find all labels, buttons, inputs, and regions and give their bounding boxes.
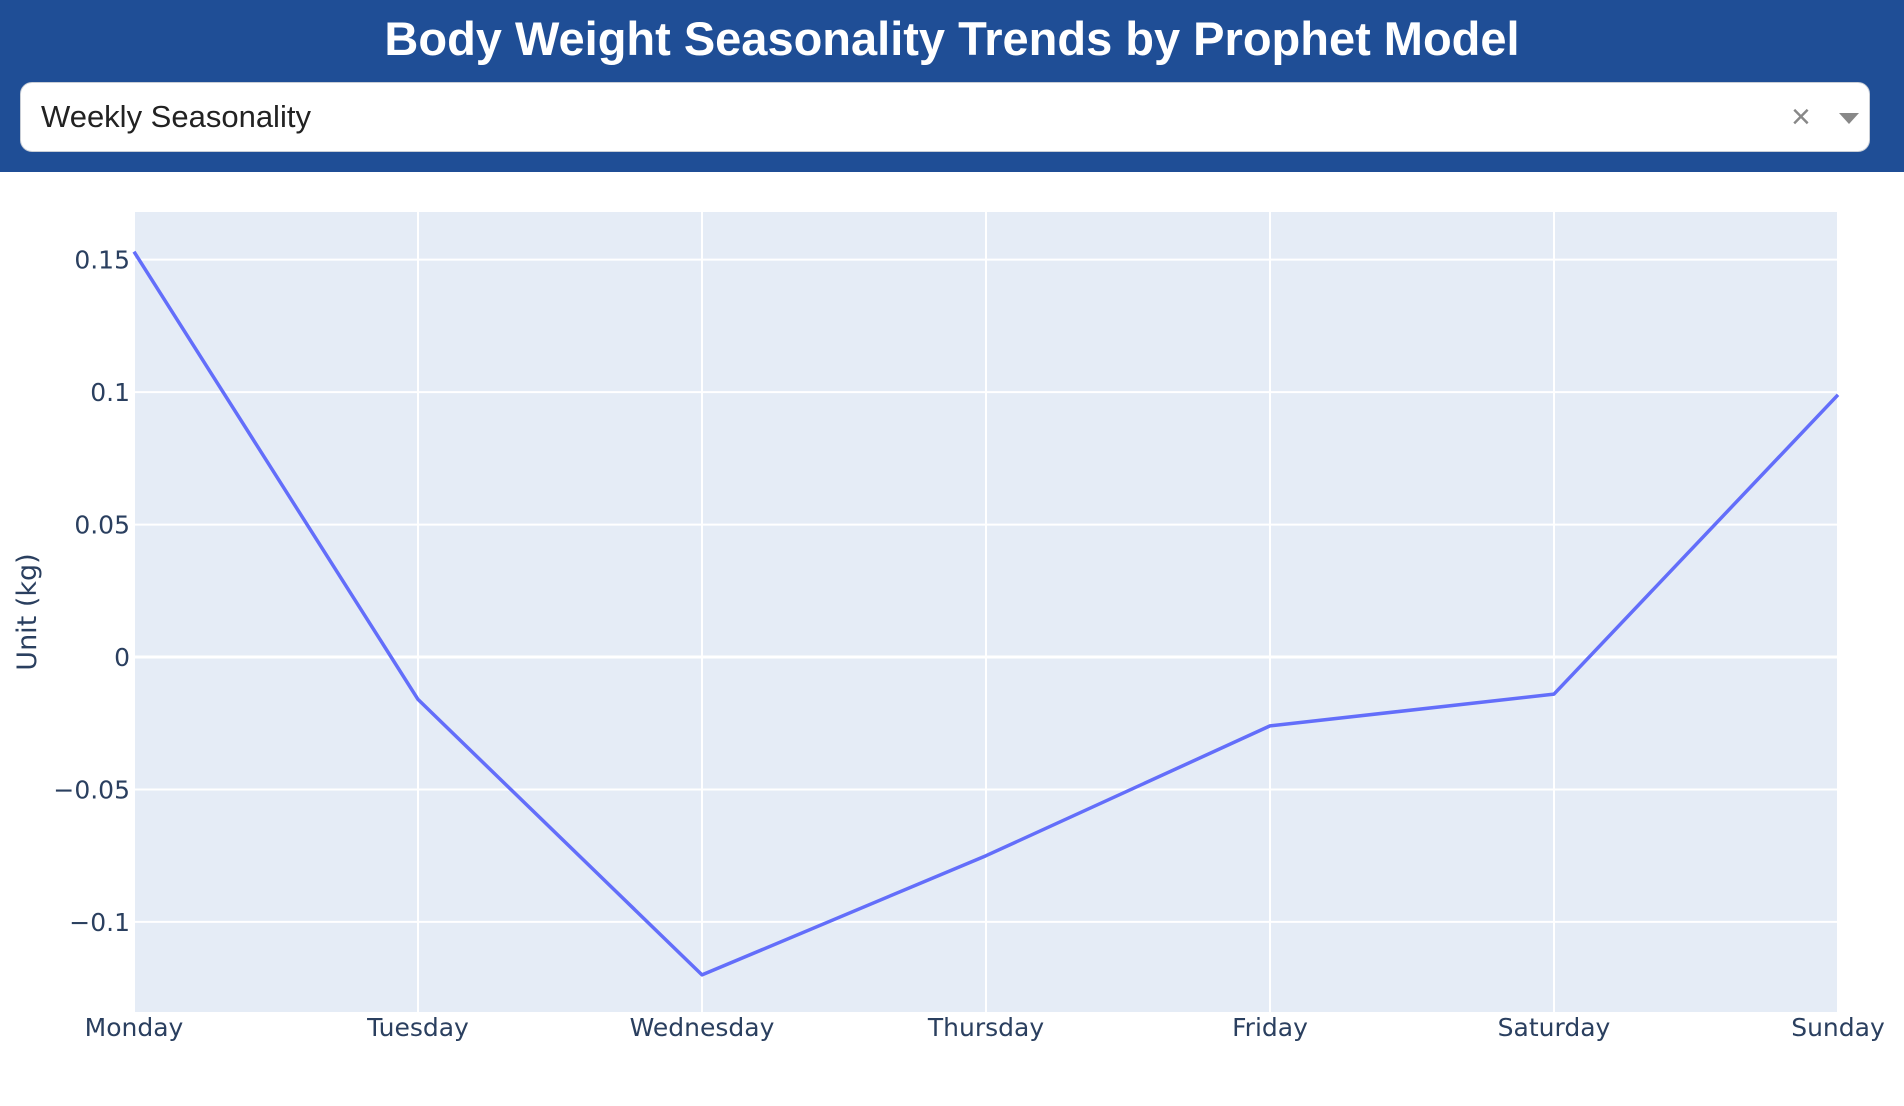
y-axis-ticks: −0.1 −0.05 0 0.05 0.1 0.15 [53, 246, 130, 937]
dropdown-selected-value: Weekly Seasonality [41, 99, 311, 134]
y-tick-label: 0.1 [90, 378, 130, 407]
y-axis-label: Unit (kg) [12, 553, 43, 670]
x-tick-label: Saturday [1498, 1013, 1611, 1042]
page-title: Body Weight Seasonality Trends by Prophe… [384, 12, 1520, 65]
grid-lines [133, 212, 1839, 1012]
y-tick-label: 0.05 [74, 511, 130, 540]
x-axis-ticks: Monday Tuesday Wednesday Thursday Friday Satu… [85, 1013, 1885, 1042]
y-tick-label: −0.05 [53, 775, 130, 804]
header-bar: Body Weight Seasonality Trends by Prophe… [0, 0, 1904, 172]
x-tick-label: Wednesday [630, 1013, 775, 1042]
y-tick-label: 0.15 [74, 246, 130, 275]
x-tick-label: Monday [85, 1013, 184, 1042]
caret-down-icon[interactable] [1839, 113, 1859, 124]
series-line [132, 250, 1840, 977]
close-icon[interactable]: × [1791, 98, 1811, 136]
y-tick-label: 0 [114, 643, 130, 672]
x-tick-label: Friday [1232, 1013, 1308, 1042]
seasonality-dropdown[interactable]: Weekly Seasonality × [20, 82, 1870, 152]
x-tick-label: Thursday [927, 1013, 1044, 1042]
y-tick-label: −0.1 [69, 908, 130, 937]
x-tick-label: Tuesday [366, 1013, 469, 1042]
x-tick-label: Sunday [1791, 1013, 1885, 1042]
seasonality-chart: Monday Tuesday Wednesday Thursday Friday Satu… [12, 212, 1885, 1042]
